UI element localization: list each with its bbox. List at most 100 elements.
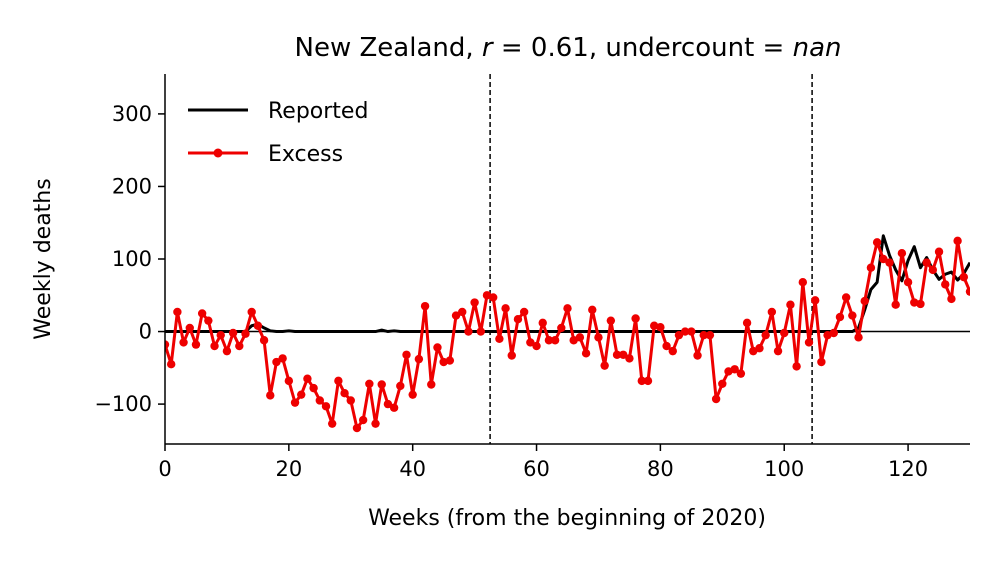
excess-point xyxy=(947,294,956,304)
excess-point xyxy=(680,327,690,336)
x-axis-label: Weeks (from the beginning of 2020) xyxy=(368,506,766,531)
excess-point xyxy=(693,351,702,360)
excess-point xyxy=(266,391,275,400)
excess-point xyxy=(841,293,851,302)
excess-point xyxy=(309,383,318,393)
excess-point xyxy=(247,307,256,317)
chart-title: New Zealand, r = 0.61, undercount = nan xyxy=(295,33,842,63)
excess-point xyxy=(259,336,269,345)
excess-point xyxy=(965,287,970,296)
excess-point xyxy=(458,307,467,317)
x-tick-label: 60 xyxy=(523,457,550,481)
excess-point xyxy=(866,263,876,272)
excess-point xyxy=(166,359,176,369)
excess-point xyxy=(507,351,516,360)
excess-point xyxy=(303,374,312,383)
excess-point xyxy=(625,354,634,363)
x-tick-label: 0 xyxy=(158,457,171,481)
excess-point xyxy=(358,415,368,425)
excess-point xyxy=(396,381,405,391)
excess-point xyxy=(383,399,393,409)
excess-point xyxy=(371,419,380,428)
excess-point xyxy=(544,336,554,345)
excess-point xyxy=(730,365,739,374)
excess-point xyxy=(854,333,863,342)
excess-point xyxy=(742,318,752,328)
excess-point xyxy=(550,336,560,345)
excess-point xyxy=(903,278,913,287)
excess-point xyxy=(885,258,894,267)
excess-point xyxy=(891,300,900,309)
legend-excess-label: Excess xyxy=(268,142,343,167)
excess-point xyxy=(835,312,845,322)
excess-point xyxy=(581,349,591,358)
excess-point xyxy=(798,278,808,287)
x-tick-label: 20 xyxy=(275,457,302,481)
excess-point xyxy=(631,314,640,323)
excess-point xyxy=(780,328,789,338)
excess-point xyxy=(736,369,746,378)
excess-point xyxy=(433,343,442,352)
excess-point xyxy=(606,316,616,325)
excess-point xyxy=(228,328,238,338)
excess-point xyxy=(767,307,777,317)
x-tick-label: 40 xyxy=(399,457,426,481)
excess-point xyxy=(278,354,287,363)
excess-point xyxy=(934,247,944,256)
excess-point xyxy=(532,341,541,351)
excess-point xyxy=(755,344,764,353)
excess-point xyxy=(327,419,337,428)
y-tick-label: −100 xyxy=(94,392,152,416)
chart-title-r-value: = 0.61, undercount = xyxy=(493,33,793,63)
excess-point xyxy=(519,307,529,317)
excess-point xyxy=(711,394,721,404)
excess-point xyxy=(235,341,244,351)
excess-point xyxy=(557,323,566,333)
excess-point xyxy=(513,315,523,324)
series-line-excess xyxy=(165,239,970,430)
series-group xyxy=(165,234,970,433)
legend: Reported Excess xyxy=(188,99,368,167)
excess-point xyxy=(334,376,343,386)
excess-point xyxy=(389,403,399,412)
excess-point xyxy=(420,301,430,311)
excess-point xyxy=(860,296,869,306)
excess-point xyxy=(470,298,479,307)
excess-point xyxy=(588,305,597,314)
x-tick-label: 100 xyxy=(764,457,804,481)
y-tick-label: 300 xyxy=(112,102,152,126)
excess-point xyxy=(922,258,931,267)
excess-point xyxy=(427,380,436,389)
excess-point xyxy=(879,254,888,264)
y-tick-label: 200 xyxy=(112,174,152,198)
excess-point xyxy=(197,309,207,318)
excess-point xyxy=(315,396,325,405)
excess-point xyxy=(810,296,820,305)
excess-point xyxy=(848,311,857,320)
excess-point xyxy=(959,272,969,282)
y-axis-label: Weekly deaths xyxy=(31,178,56,339)
y-tick-label: 100 xyxy=(112,247,152,271)
excess-point xyxy=(829,328,838,338)
chart-title-nan: nan xyxy=(793,33,842,63)
excess-point xyxy=(402,350,411,359)
excess-point xyxy=(792,362,801,371)
excess-point xyxy=(705,330,715,340)
excess-point xyxy=(352,423,362,433)
excess-point xyxy=(643,376,653,386)
excess-point xyxy=(165,340,170,349)
excess-point xyxy=(897,248,907,258)
excess-point xyxy=(563,304,572,313)
excess-point xyxy=(928,265,938,275)
excess-point xyxy=(538,318,547,328)
excess-point xyxy=(662,341,671,351)
excess-point xyxy=(687,327,696,336)
legend-reported-label: Reported xyxy=(268,99,368,124)
excess-point xyxy=(340,389,349,398)
excess-point xyxy=(346,396,355,405)
excess-point xyxy=(321,402,331,411)
excess-point xyxy=(476,327,486,336)
excess-point xyxy=(817,357,826,367)
excess-point xyxy=(656,322,665,332)
excess-point xyxy=(575,333,585,342)
